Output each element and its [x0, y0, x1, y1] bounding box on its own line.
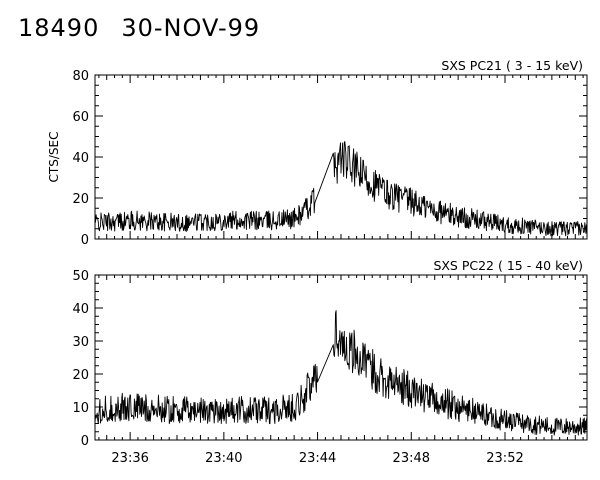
y-tick-label: 20: [72, 368, 89, 383]
y-tick-label: 20: [72, 192, 89, 207]
observation-date: 30-NOV-99: [121, 14, 261, 42]
y-tick-label: 80: [72, 69, 89, 84]
y-axis-title: CTS/SEC: [47, 132, 61, 183]
y-tick-label: 0: [81, 434, 89, 449]
observation-id: 18490: [18, 14, 100, 42]
y-tick-label: 50: [72, 269, 89, 284]
panel-title-1: SXS PC21 ( 3 - 15 keV): [441, 58, 583, 73]
y-tick-label: 10: [72, 401, 89, 416]
x-tick-label: 23:44: [299, 451, 336, 466]
series-line-2: [94, 310, 588, 436]
x-tick-label: 23:36: [111, 451, 148, 466]
x-tick-label: 23:48: [393, 451, 430, 466]
x-tick-label: 23:52: [486, 451, 523, 466]
y-tick-label: 0: [81, 233, 89, 248]
y-tick-label: 40: [72, 302, 89, 317]
y-tick-label: 40: [72, 151, 89, 166]
y-tick-label: 30: [72, 335, 89, 350]
panel-title-2: SXS PC22 ( 15 - 40 keV): [433, 258, 583, 273]
x-tick-label: 23:40: [205, 451, 242, 466]
series-line-1: [94, 141, 588, 237]
y-tick-label: 60: [72, 110, 89, 125]
chart-title: 18490 30-NOV-99: [18, 14, 260, 42]
